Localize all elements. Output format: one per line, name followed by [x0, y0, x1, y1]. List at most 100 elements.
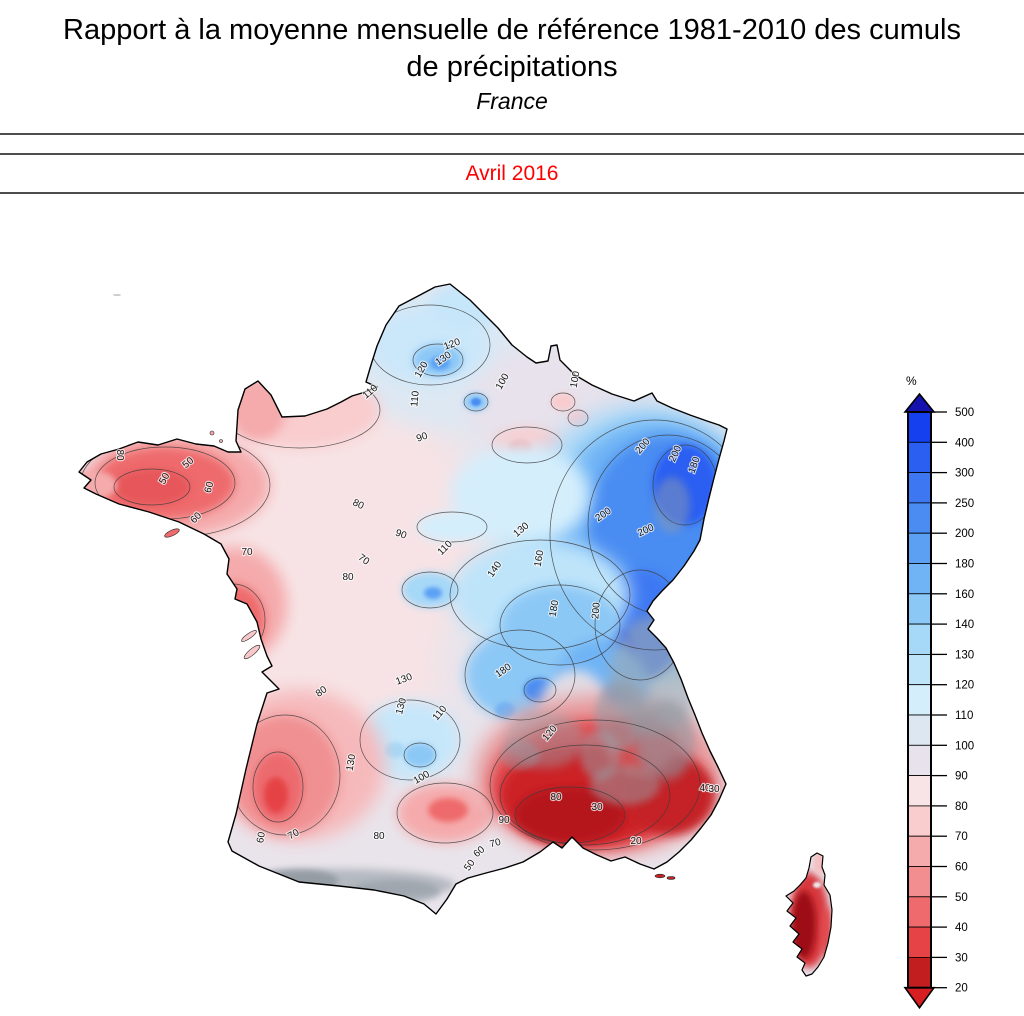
period-band: Avril 2016: [0, 153, 1024, 194]
anomaly-blob: [428, 798, 468, 822]
legend-tick-label: 90: [955, 771, 968, 783]
legend-color-segment: [907, 502, 932, 534]
title-line-1: Rapport à la moyenne mensuelle de référe…: [63, 14, 961, 46]
anomaly-blob: [215, 614, 245, 650]
anomaly-blob: [500, 740, 540, 770]
contour-label: 30: [591, 802, 603, 813]
anomaly-blob: [590, 765, 660, 805]
contour-line: [491, 426, 563, 464]
contour-line: [449, 539, 631, 651]
anomaly-blob: [430, 356, 450, 370]
legend-unit-label: %: [906, 374, 917, 388]
contour-label: 80: [114, 449, 125, 461]
period-label: Avril 2016: [465, 161, 559, 185]
legend-color-segment: [907, 835, 932, 867]
legend-color-segment: [907, 653, 932, 686]
anomaly-blob: [450, 445, 590, 545]
france-mainland-outline: [78, 283, 728, 915]
legend-tick-label: 20: [955, 983, 968, 995]
contour-line: [214, 613, 246, 651]
contour-line: [416, 511, 488, 543]
legend-tick-label: 70: [955, 831, 968, 843]
legend-tick-label: 40: [955, 922, 968, 934]
legend-color-segment: [907, 744, 932, 776]
anomaly-blob: [183, 547, 287, 663]
legend-tick-label: 50: [955, 892, 968, 904]
corsica-outline: [785, 852, 833, 977]
legend-color-segment: [907, 775, 932, 807]
anomaly-blob: [813, 882, 821, 888]
legend-arrow-down: [903, 986, 936, 1010]
contour-label: 130: [345, 753, 359, 772]
color-scale-legend: % 500 400 300 250 200 180 160 140 130 120 110 100 90 8…: [903, 374, 974, 1010]
anomaly-blob: [404, 743, 436, 767]
contour-label: 60: [203, 480, 217, 494]
contour-label: 60: [255, 831, 268, 844]
contour-line: [412, 343, 464, 377]
legend-tick-label: 130: [955, 649, 974, 661]
legend-tick-label: 100: [955, 740, 974, 752]
legend-tick-label: 120: [955, 680, 974, 692]
legend-tick-label: 140: [955, 619, 974, 631]
legend-tick-label: 300: [955, 468, 974, 480]
contour-label: 40: [699, 783, 711, 794]
contour-label: 110: [409, 390, 421, 407]
contour-line: [499, 744, 671, 846]
contour-line: [359, 699, 461, 781]
contour-line: [464, 629, 576, 721]
anomaly-blob: [424, 587, 442, 599]
legend-color-segment: [907, 926, 932, 958]
anomaly-blob: [114, 469, 190, 505]
contour-label: 180: [548, 599, 562, 618]
legend-tick-label: 500: [955, 407, 974, 419]
contour-label: 80: [373, 831, 385, 842]
legend-color-segment: [907, 714, 932, 746]
legend-tick-label: 60: [955, 862, 968, 874]
contour-label: 80: [550, 792, 562, 803]
contour-label: 100: [569, 370, 583, 389]
page-title: Rapport à la moyenne mensuelle de référe…: [0, 12, 1024, 86]
legend-frame: [907, 411, 932, 989]
contour-label: 30: [708, 784, 720, 795]
contour-line: [252, 751, 304, 823]
separator-line-top: [0, 133, 1024, 135]
contour-line: [113, 468, 191, 506]
legend-color-segment: [907, 805, 932, 837]
anomaly-blob: [264, 777, 288, 813]
contour-line: [401, 571, 459, 609]
legend-color-segment: [907, 896, 932, 928]
region-subtitle: France: [476, 88, 548, 114]
legend-color-segment: [907, 441, 932, 474]
legend-color-segment: [907, 563, 932, 595]
legend-color-segment: [907, 623, 932, 655]
contour-label: 70: [241, 547, 253, 558]
anomaly-blob: [792, 891, 816, 959]
legend-tick-label: 110: [955, 710, 973, 722]
contour-line: [523, 677, 557, 703]
contour-label: 200: [590, 602, 602, 620]
legend-tick-label: 200: [955, 528, 974, 540]
contour-label: 70: [489, 837, 503, 851]
contour-label: 80: [342, 572, 354, 583]
legend-tick-label: 400: [955, 437, 974, 449]
anomaly-blob: [551, 393, 575, 411]
contour-line: [396, 782, 494, 844]
anomaly-blob: [471, 398, 481, 406]
anomaly-blob: [515, 787, 625, 843]
contour-line: [567, 409, 589, 427]
contour-label: 20: [630, 836, 642, 847]
legend-tick-label: 80: [955, 801, 968, 813]
anomaly-blob: [350, 880, 440, 904]
anomaly-blob: [385, 742, 405, 758]
contour-line: [550, 392, 576, 412]
legend-color-segment: [907, 532, 932, 564]
anomaly-blob: [417, 512, 487, 542]
legend-color-segment: [907, 593, 932, 625]
legend-tick-label: 180: [955, 559, 974, 571]
legend-color-segment: [907, 866, 932, 898]
legend-tick-label: 250: [955, 498, 974, 510]
legend-color-segment: [907, 411, 932, 443]
legend-color-segment: [907, 957, 932, 989]
contour-label: 160: [533, 549, 547, 568]
